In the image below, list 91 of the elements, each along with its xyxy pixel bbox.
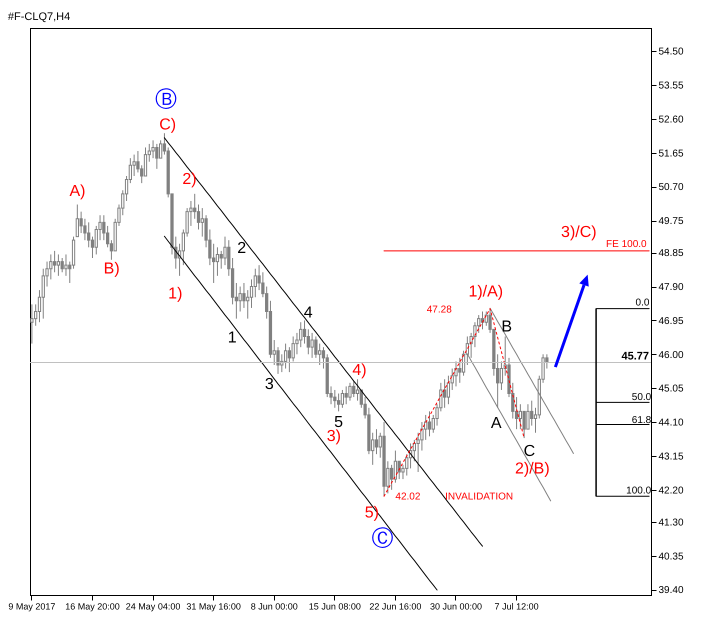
ref-line-label: 45.77 (621, 350, 649, 362)
x-tick-label: 24 May 04:00 (126, 602, 180, 612)
x-tick-label: 31 May 16:00 (186, 602, 241, 612)
candlestick (374, 428, 378, 455)
candlestick (30, 304, 34, 344)
annotation: 4) (352, 362, 367, 380)
annotation: Ⓒ (371, 525, 394, 550)
candlestick (223, 236, 227, 266)
y-tick-label: 44.10 (658, 418, 684, 429)
annotation: 1 (228, 329, 237, 346)
candlestick (336, 393, 340, 412)
y-tick-label: 40.35 (658, 551, 684, 562)
candlestick (216, 246, 220, 276)
candlestick (64, 254, 68, 276)
annotation: 100.0 (626, 486, 652, 497)
annotation: 42.02 (395, 492, 421, 503)
candlestick (526, 404, 530, 430)
candlestick (484, 311, 488, 326)
y-tick-label: 39.40 (658, 585, 684, 596)
x-tick-label: 15 Jun 08:00 (308, 602, 361, 612)
candlestick (56, 254, 60, 276)
candlestick (333, 389, 336, 408)
candlestick (288, 346, 292, 373)
x-tick-label: 9 May 2017 (8, 602, 56, 612)
candlestick (250, 278, 254, 308)
x-tick-label: 8 Jun 00:00 (250, 602, 298, 612)
y-tick-label: 47.90 (658, 282, 684, 294)
y-tick-label: 53.55 (658, 80, 684, 92)
candlestick (428, 410, 432, 437)
annotation: 3 (264, 376, 274, 394)
candlestick (151, 140, 155, 159)
annotation: A (490, 414, 502, 432)
annotation: 47.28 (426, 304, 452, 316)
candlestick (458, 357, 462, 384)
y-tick-label: 43.15 (658, 451, 684, 462)
annotation: Ⓑ (154, 86, 177, 112)
annotation: 3)/C) (561, 224, 597, 241)
x-tick-label: 16 May 20:00 (65, 602, 120, 612)
annotation: INVALIDATION (445, 492, 514, 503)
annotation: 2 (237, 240, 246, 257)
annotation: 61.8 (632, 414, 652, 426)
candlestick (200, 208, 204, 238)
chart-title: #F-CLQ7,H4 (8, 11, 70, 23)
annotation: B) (104, 260, 120, 278)
candlestick (52, 250, 56, 273)
candlestick (310, 332, 314, 358)
candlestick (257, 264, 261, 291)
candlestick (518, 404, 522, 430)
annotation: 3) (326, 428, 341, 445)
candlestick (390, 464, 394, 490)
annotation: 0.0 (636, 298, 650, 309)
y-tick-label: 42.20 (658, 485, 684, 496)
annotation: A) (69, 183, 86, 200)
annotation: 50.0 (632, 392, 652, 404)
candlestick (284, 343, 288, 370)
annotation: 4 (304, 304, 313, 322)
annotation: 1) (168, 286, 182, 303)
y-tick-label: 54.50 (658, 46, 684, 58)
candlestick (356, 378, 360, 402)
candlestick (60, 258, 64, 273)
candlestick (348, 382, 352, 402)
candlestick (196, 204, 200, 230)
y-tick-label: 51.65 (658, 148, 684, 160)
annotation: 2)/B) (514, 460, 550, 478)
y-tick-label: 46.95 (658, 316, 684, 327)
annotation: B (501, 318, 512, 336)
candlestick (220, 250, 223, 270)
annotation: 5) (364, 504, 379, 522)
annotation: C (524, 442, 536, 460)
x-tick-label: 30 Jun 00:00 (430, 602, 482, 612)
candlestick (344, 386, 348, 405)
annotation: C) (159, 116, 176, 134)
x-tick-label: 22 Jun 16:00 (369, 602, 422, 612)
annotation: FE 100.0 (606, 238, 648, 250)
y-tick-label: 50.70 (658, 182, 684, 194)
annotation: 2) (182, 171, 197, 188)
candlestick (318, 343, 322, 366)
y-tick-label: 46.00 (658, 350, 684, 361)
annotation: 1)/A) (468, 284, 504, 301)
y-tick-label: 41.30 (658, 517, 684, 528)
candlestick (144, 146, 148, 176)
x-tick-label: 7 Jul 12:00 (494, 602, 539, 612)
candlestick (352, 380, 356, 398)
y-tick-label: 49.75 (658, 216, 684, 228)
candlestick (302, 320, 306, 344)
y-tick-label: 45.05 (658, 384, 684, 395)
candlestick (340, 389, 344, 408)
y-tick-label: 48.85 (658, 248, 684, 260)
y-tick-label: 52.60 (658, 114, 684, 126)
candlestick (442, 378, 446, 408)
candlestick (155, 143, 158, 170)
